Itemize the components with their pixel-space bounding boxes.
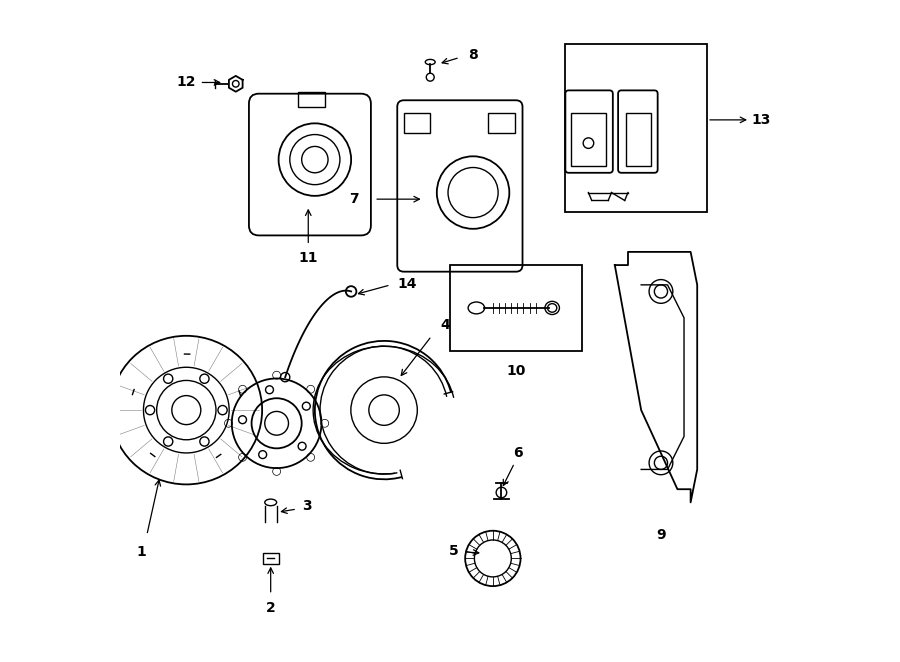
Text: 2: 2 xyxy=(266,601,275,615)
Text: 11: 11 xyxy=(299,252,318,265)
Bar xyxy=(404,113,430,133)
Text: 13: 13 xyxy=(752,113,770,127)
Bar xyxy=(263,553,279,564)
Text: 4: 4 xyxy=(440,318,450,332)
Text: 9: 9 xyxy=(656,528,666,542)
Text: 8: 8 xyxy=(468,48,478,62)
Text: 7: 7 xyxy=(349,192,359,206)
Text: 1: 1 xyxy=(137,545,147,559)
Bar xyxy=(565,44,707,213)
Bar xyxy=(572,113,606,166)
Text: 10: 10 xyxy=(506,363,526,377)
Bar xyxy=(450,265,581,351)
Text: 5: 5 xyxy=(448,544,458,557)
Bar xyxy=(299,93,325,107)
Text: 6: 6 xyxy=(513,446,523,460)
Text: 3: 3 xyxy=(302,498,311,512)
Bar xyxy=(488,113,516,133)
Bar xyxy=(626,113,651,166)
Text: 12: 12 xyxy=(176,75,196,89)
Text: 14: 14 xyxy=(398,277,417,291)
